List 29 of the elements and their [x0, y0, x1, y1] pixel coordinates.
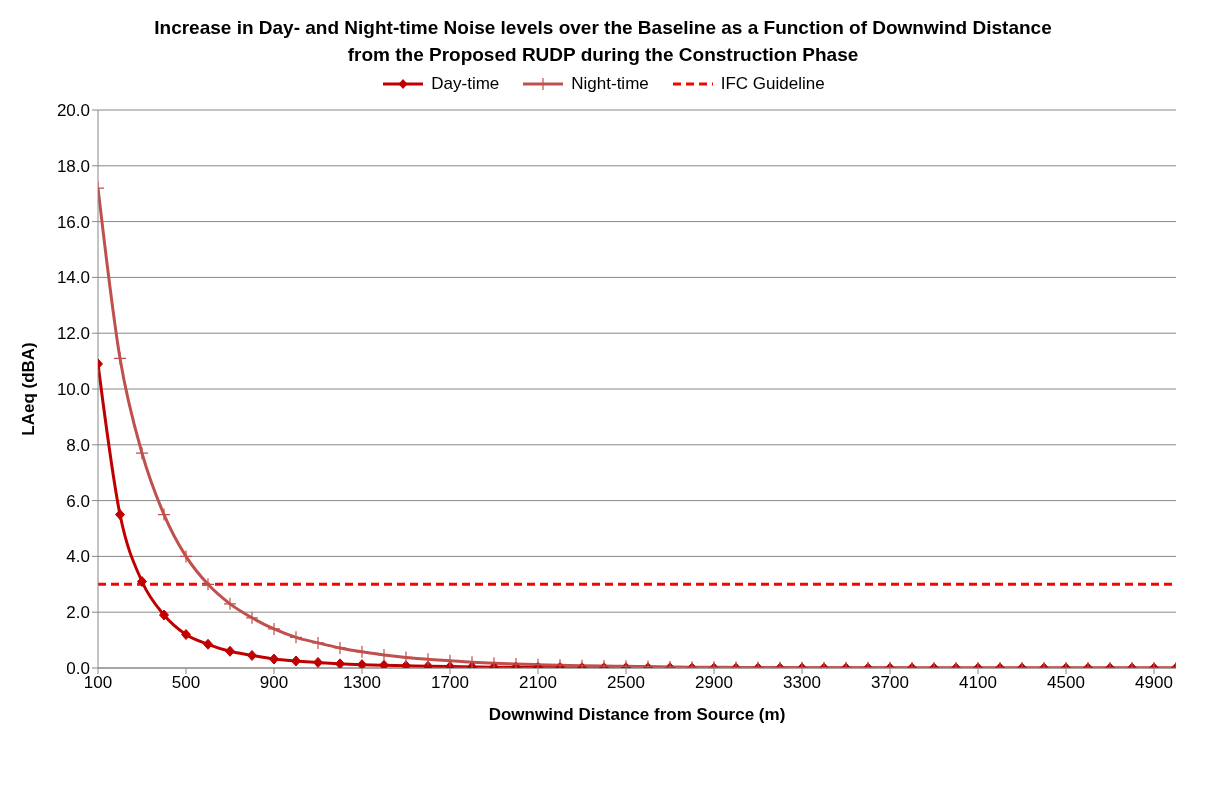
- x-tick-label: 4500: [1047, 673, 1085, 693]
- legend-label: Day-time: [431, 74, 500, 94]
- x-tick-label: 4100: [959, 673, 997, 693]
- y-axis-title: LAeq (dBA): [19, 342, 39, 436]
- x-tick-label: 1300: [343, 673, 381, 693]
- y-tick-label: 18.0: [56, 156, 90, 176]
- x-tick-label: 500: [171, 673, 201, 693]
- legend-label: Night-time: [571, 74, 649, 94]
- x-tick-label: 3700: [871, 673, 909, 693]
- y-tick-label: 14.0: [56, 268, 90, 288]
- y-tick-label: 2.0: [66, 603, 90, 623]
- x-axis-title: Downwind Distance from Source (m): [488, 705, 786, 724]
- y-tick-label: 20.0: [56, 101, 90, 121]
- y-tick-label: 8.0: [66, 435, 90, 455]
- x-tick-label: 4900: [1135, 673, 1173, 693]
- x-tick-label: 100: [83, 673, 113, 693]
- x-tick-label: 3300: [783, 673, 821, 693]
- y-tick-label: 12.0: [56, 324, 90, 344]
- y-tick-label: 10.0: [56, 380, 90, 400]
- x-tick-label: 2500: [607, 673, 645, 693]
- legend-label: IFC Guideline: [720, 74, 825, 94]
- y-tick-label: 4.0: [66, 547, 90, 567]
- chart-title: Increase in Day- and Night-time Noise levels over the Baseline as a Function of Downwind Distance from the Proposed RUDP during the Construction Phase: [153, 16, 1053, 67]
- y-tick-label: 6.0: [66, 491, 90, 511]
- y-tick-label: 16.0: [56, 212, 90, 232]
- x-tick-label: 1700: [431, 673, 469, 693]
- x-tick-label: 2100: [519, 673, 557, 693]
- x-tick-label: 2900: [695, 673, 733, 693]
- x-tick-label: 900: [259, 673, 289, 693]
